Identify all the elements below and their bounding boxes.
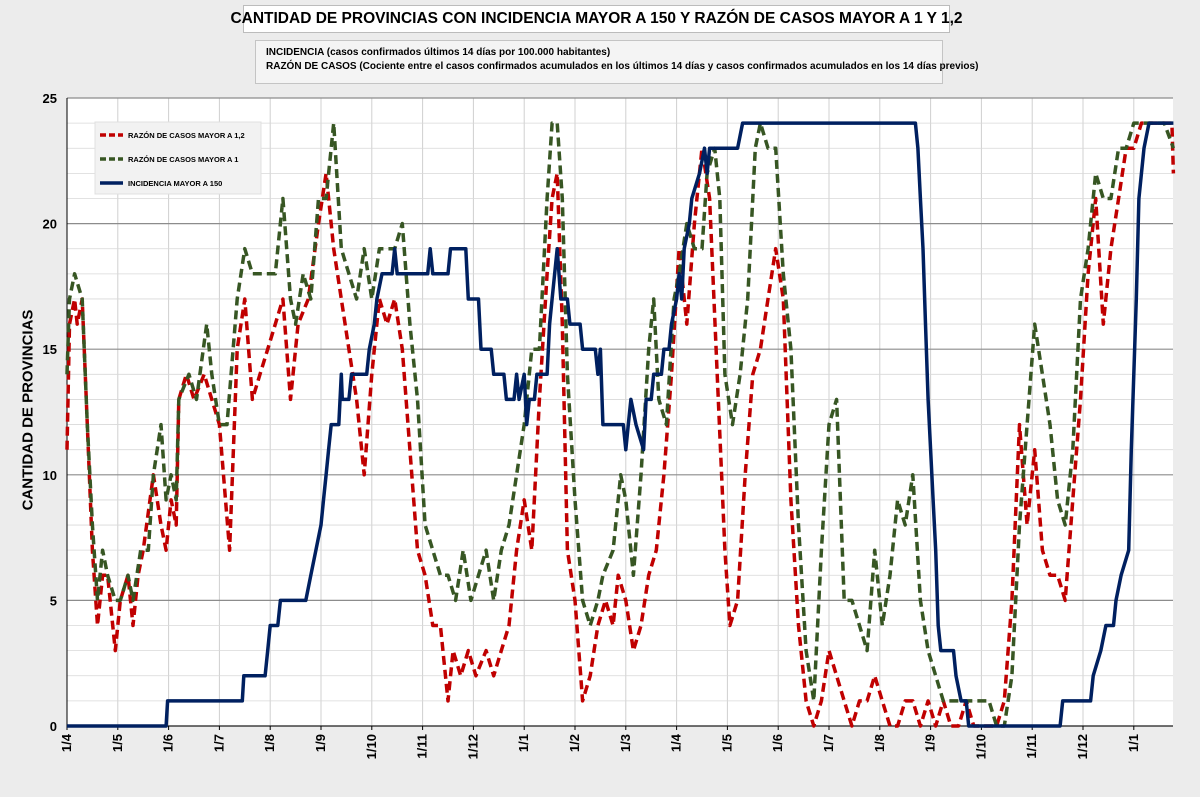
y-tick-label: 20 [43,217,57,232]
y-tick-labels: 0 5 10 15 20 25 [43,91,57,734]
x-tick-label: 1/5 [719,734,734,752]
y-tick-label: 0 [50,719,57,734]
plot-area [67,98,1173,726]
x-tick-label: 1/11 [415,734,430,759]
legend: RAZÓN DE CASOS MAYOR A 1,2 RAZÓN DE CASOS… [94,121,262,195]
grid-lines [66,97,1173,727]
chart-title: CANTIDAD DE PROVINCIAS CON INCIDENCIA MA… [230,5,963,33]
x-tick-label: 1/9 [313,734,328,752]
legend-label: INCIDENCIA MAYOR A 150 [128,179,222,188]
x-tick-label: 1/8 [262,734,277,752]
note-razon: RAZÓN DE CASOS (Cociente entre el casos … [266,61,979,72]
x-tick-label: 1/8 [872,734,887,752]
x-tick-label: 1/1 [1126,734,1141,752]
x-tick-labels: 1/4 1/5 1/6 1/7 1/8 1/9 1/10 1/11 1/12 1/1 1/2 1/3 1… [59,726,1141,759]
x-tick-label: 1/9 [923,734,938,752]
x-tick-label: 1/2 [567,734,582,752]
x-tick-label: 1/5 [110,734,125,752]
x-tick-label: 1/7 [211,734,226,752]
x-tick-label: 1/6 [161,734,176,752]
series-razon-1 [65,121,1176,728]
legend-label: RAZÓN DE CASOS MAYOR A 1 [128,155,238,164]
x-tick-label: 1/12 [1075,734,1090,759]
x-tick-label: 1/1 [516,734,531,752]
x-tick-label: 1/12 [465,734,480,759]
y-tick-label: 25 [43,91,57,106]
y-tick-label: 10 [43,468,57,483]
y-tick-label: 5 [50,593,57,608]
y-tick-label: 15 [43,342,57,357]
x-tick-label: 1/7 [821,734,836,752]
note-incidencia: INCIDENCIA (casos confirmados últimos 14… [266,47,611,58]
x-tick-label: 1/4 [59,733,74,752]
x-tick-label: 1/4 [669,733,684,752]
x-tick-label: 1/10 [973,734,988,759]
series-lines [65,121,1176,728]
legend-label: RAZÓN DE CASOS MAYOR A 1,2 [128,131,245,140]
x-tick-label: 1/10 [364,734,379,759]
x-tick-label: 1/6 [770,734,785,752]
x-tick-label: 1/11 [1024,734,1039,759]
x-tick-label: 1/3 [618,734,633,752]
definitions-note: INCIDENCIA (casos confirmados últimos 14… [255,40,979,84]
